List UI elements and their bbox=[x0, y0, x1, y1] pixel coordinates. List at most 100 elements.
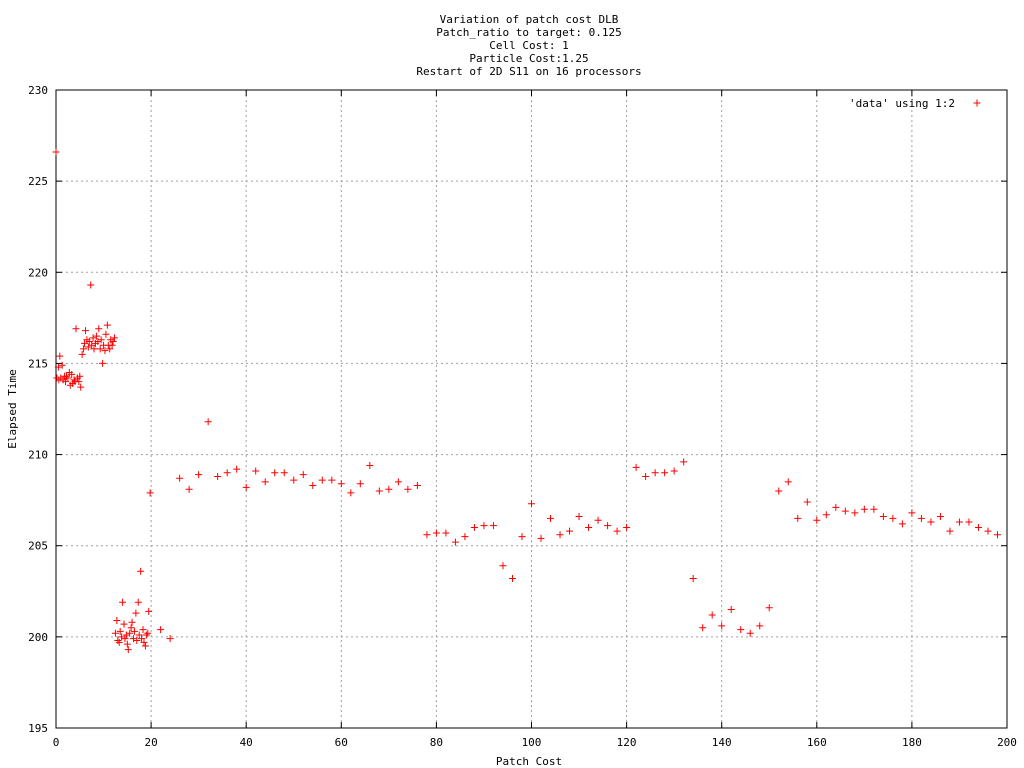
data-point bbox=[442, 529, 450, 537]
y-tick-label: 195 bbox=[28, 722, 48, 735]
data-point bbox=[337, 480, 345, 488]
data-point bbox=[271, 469, 279, 477]
data-point bbox=[108, 341, 116, 349]
data-point bbox=[413, 482, 421, 490]
data-point bbox=[144, 629, 152, 637]
data-point bbox=[140, 638, 148, 646]
y-axis-tick-labels: 195 200 205 210 215 220 225 230 bbox=[28, 84, 48, 735]
y-axis-label: Elapsed Time bbox=[6, 369, 19, 448]
grid-lines bbox=[56, 90, 1007, 728]
data-point bbox=[214, 472, 222, 480]
data-point bbox=[135, 631, 143, 639]
data-point bbox=[756, 622, 764, 630]
data-point bbox=[689, 575, 697, 583]
data-point bbox=[103, 321, 111, 329]
data-point bbox=[547, 514, 555, 522]
data-point bbox=[898, 520, 906, 528]
data-point bbox=[594, 516, 602, 524]
x-tick-label: 0 bbox=[53, 736, 60, 749]
data-point bbox=[64, 374, 72, 382]
data-point bbox=[121, 635, 129, 643]
data-point bbox=[955, 518, 963, 526]
y-tick-label: 230 bbox=[28, 84, 48, 97]
title-line: Cell Cost: 1 bbox=[489, 39, 568, 52]
data-point bbox=[89, 334, 97, 342]
data-point bbox=[146, 489, 154, 497]
data-point bbox=[130, 627, 138, 635]
y-tick-label: 225 bbox=[28, 175, 48, 188]
data-point bbox=[252, 467, 260, 475]
data-point bbox=[851, 509, 859, 517]
data-point bbox=[118, 633, 126, 641]
x-tick-label: 100 bbox=[522, 736, 542, 749]
data-point bbox=[318, 476, 326, 484]
data-point bbox=[111, 629, 119, 637]
data-point bbox=[280, 469, 288, 477]
data-point bbox=[68, 370, 76, 378]
data-point bbox=[651, 469, 659, 477]
data-point bbox=[75, 378, 83, 386]
data-point bbox=[90, 345, 98, 353]
data-point bbox=[116, 627, 124, 635]
data-point bbox=[102, 330, 110, 338]
legend: 'data' using 1:2 bbox=[849, 97, 981, 110]
data-point bbox=[936, 513, 944, 521]
title-line: Variation of patch cost DLB bbox=[440, 13, 619, 26]
data-point bbox=[76, 372, 84, 380]
data-point bbox=[699, 624, 707, 632]
y-tick-label: 205 bbox=[28, 540, 48, 553]
data-point bbox=[185, 485, 193, 493]
title-line: Particle Cost:1.25 bbox=[469, 52, 588, 65]
data-point bbox=[993, 531, 1001, 539]
data-point bbox=[126, 629, 134, 637]
data-point bbox=[94, 338, 102, 346]
x-tick-label: 60 bbox=[335, 736, 348, 749]
x-tick-label: 200 bbox=[997, 736, 1017, 749]
data-point bbox=[366, 462, 374, 470]
data-point bbox=[113, 616, 121, 624]
data-point bbox=[347, 489, 355, 497]
data-point bbox=[120, 620, 128, 628]
data-point bbox=[157, 626, 165, 634]
data-point bbox=[195, 471, 203, 479]
data-point bbox=[242, 483, 250, 491]
data-point bbox=[765, 604, 773, 612]
data-point bbox=[204, 418, 212, 426]
data-point bbox=[139, 626, 147, 634]
data-point bbox=[96, 345, 104, 353]
data-point bbox=[124, 646, 132, 654]
data-point bbox=[499, 562, 507, 570]
data-point bbox=[137, 567, 145, 575]
data-point bbox=[708, 611, 716, 619]
data-point bbox=[965, 518, 973, 526]
y-tick-label: 200 bbox=[28, 631, 48, 644]
data-point bbox=[128, 618, 136, 626]
data-point bbox=[489, 522, 497, 530]
data-point bbox=[99, 359, 107, 367]
data-point bbox=[223, 469, 231, 477]
data-point bbox=[115, 638, 123, 646]
data-point bbox=[727, 606, 735, 614]
data-point bbox=[556, 531, 564, 539]
data-point bbox=[134, 598, 142, 606]
data-point bbox=[80, 345, 88, 353]
title-line: Restart of 2D S11 on 16 processors bbox=[416, 65, 641, 78]
data-point bbox=[52, 148, 60, 156]
axis-ticks bbox=[55, 89, 1008, 729]
data-point bbox=[423, 531, 431, 539]
data-point bbox=[575, 513, 583, 521]
data-point bbox=[299, 471, 307, 479]
data-point bbox=[518, 533, 526, 541]
y-tick-label: 215 bbox=[28, 357, 48, 370]
data-point bbox=[889, 514, 897, 522]
data-point bbox=[946, 527, 954, 535]
x-tick-label: 20 bbox=[144, 736, 157, 749]
data-point bbox=[737, 626, 745, 634]
data-point bbox=[56, 352, 64, 360]
data-point bbox=[432, 529, 440, 537]
data-point bbox=[566, 527, 574, 535]
data-point bbox=[356, 480, 364, 488]
data-point bbox=[328, 476, 336, 484]
